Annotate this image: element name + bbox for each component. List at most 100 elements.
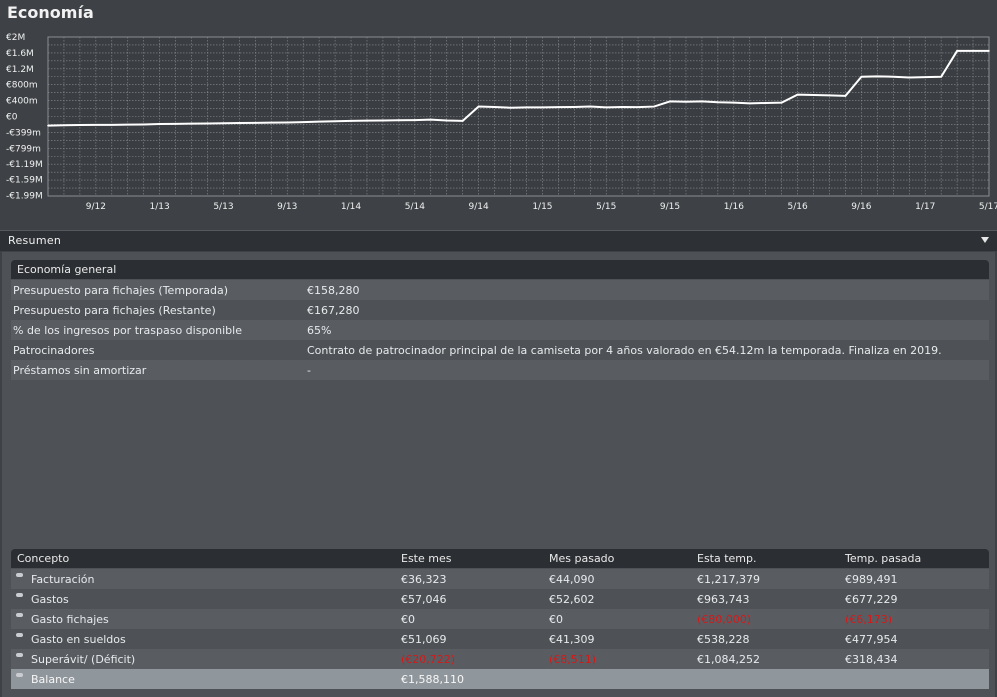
cell-esta-temp: €1,084,252 xyxy=(697,653,760,666)
resumen-label: Resumen xyxy=(8,234,62,247)
data-point xyxy=(525,106,528,109)
cell-mes-pasado: €52,602 xyxy=(549,593,595,606)
cell-esta-temp: (€80,000) xyxy=(697,613,752,626)
data-point xyxy=(95,124,97,126)
data-point xyxy=(621,106,623,108)
y-tick-label: -€799m xyxy=(6,144,41,154)
cell-este-mes: €57,046 xyxy=(401,593,447,606)
cell-este-mes: €0 xyxy=(401,613,415,626)
row-concept: Gasto fichajes xyxy=(31,613,109,626)
cell-esta-temp: €538,228 xyxy=(697,633,750,646)
info-label: Préstamos sin amortizar xyxy=(13,364,147,377)
data-point xyxy=(222,122,225,125)
page-title: Economía xyxy=(7,3,94,22)
table-row-balance[interactable]: Balance €1,588,110 xyxy=(11,669,989,689)
x-tick-label: 5/13 xyxy=(213,202,233,212)
expand-bullet-icon[interactable] xyxy=(16,593,23,597)
x-tick-label: 5/15 xyxy=(596,202,616,212)
y-tick-label: -€399m xyxy=(6,128,41,138)
data-point xyxy=(764,102,767,104)
y-tick-label: €1.2M xyxy=(6,65,34,75)
data-point xyxy=(541,106,544,109)
info-label: Patrocinadores xyxy=(13,344,95,357)
data-point xyxy=(685,100,687,103)
data-point xyxy=(350,120,352,122)
x-tick-label: 5/16 xyxy=(788,202,808,212)
data-point xyxy=(637,106,639,108)
finance-table-header: Concepto Este mes Mes pasado Esta temp. … xyxy=(11,549,989,568)
table-row-gasto-fichajes[interactable]: Gasto fichajes €0 €0 (€80,000) (€6,173) xyxy=(11,609,989,629)
x-tick-label: 9/15 xyxy=(660,202,680,212)
data-point xyxy=(461,120,464,122)
table-row-gastos[interactable]: Gastos €57,046 €52,602 €963,743 €677,229 xyxy=(11,589,989,609)
data-point xyxy=(653,105,655,108)
column-header-mes-pasado[interactable]: Mes pasado xyxy=(549,552,615,565)
economy-line-chart: €2M €1.6M €1.2M €800m €400m €0 -€399m -€799m -€1… xyxy=(6,33,997,212)
y-tick-label: €1.6M xyxy=(6,49,34,59)
x-tick-label: 1/14 xyxy=(341,202,361,212)
info-value: €158,280 xyxy=(307,284,360,297)
cell-este-mes: €36,323 xyxy=(401,573,447,586)
expand-bullet-icon[interactable] xyxy=(16,633,23,637)
column-header-concepto[interactable]: Concepto xyxy=(17,552,70,565)
table-row-gasto-sueldos[interactable]: Gasto en sueldos €51,069 €41,309 €538,22… xyxy=(11,629,989,649)
data-point xyxy=(493,106,496,108)
data-point xyxy=(174,123,177,125)
data-point xyxy=(238,122,241,124)
data-point xyxy=(79,124,81,126)
info-row: Presupuesto para fichajes (Temporada) €1… xyxy=(11,280,989,300)
data-point xyxy=(796,93,799,96)
y-tick-label: €400m xyxy=(6,97,38,107)
y-tick-label: -€1.19M xyxy=(6,160,43,170)
data-point xyxy=(669,100,671,103)
series-line xyxy=(47,49,989,127)
x-tick-label: 9/16 xyxy=(851,202,871,212)
data-point xyxy=(142,123,145,126)
data-point xyxy=(844,95,847,97)
data-point xyxy=(972,50,974,52)
data-point xyxy=(605,106,608,109)
data-point xyxy=(254,122,257,124)
data-point xyxy=(876,75,879,78)
y-tick-label: €2M xyxy=(6,33,25,43)
data-point xyxy=(398,119,400,122)
table-row-facturacion[interactable]: Facturación €36,323 €44,090 €1,217,379 €… xyxy=(11,569,989,589)
info-row: % de los ingresos por traspaso disponibl… xyxy=(11,320,989,340)
chevron-down-icon[interactable] xyxy=(981,237,989,243)
data-point xyxy=(733,101,735,104)
data-point xyxy=(940,75,942,78)
cell-este-mes: (€20,722) xyxy=(401,653,456,666)
x-tick-label: 1/16 xyxy=(724,202,744,212)
cell-temp-pasada: €989,491 xyxy=(845,573,898,586)
expand-bullet-icon[interactable] xyxy=(16,613,23,617)
data-point xyxy=(190,122,193,125)
data-point xyxy=(924,76,927,78)
info-label: Presupuesto para fichajes (Temporada) xyxy=(13,284,229,297)
data-point xyxy=(126,123,129,126)
info-value: Contrato de patrocinador principal de la… xyxy=(307,344,942,357)
economia-general-header: Economía general xyxy=(11,260,989,279)
data-point xyxy=(908,76,911,79)
data-point xyxy=(748,102,751,105)
x-tick-label: 5/17 xyxy=(979,202,997,212)
data-point xyxy=(366,119,368,122)
data-point xyxy=(270,121,273,124)
info-label: % de los ingresos por traspaso disponibl… xyxy=(13,324,242,337)
table-row-superavit[interactable]: Superávit/ (Déficit) (€20,722) (€8,511) … xyxy=(11,649,989,669)
data-point xyxy=(206,122,209,125)
column-header-este-mes[interactable]: Este mes xyxy=(401,552,452,565)
expand-bullet-icon[interactable] xyxy=(16,653,23,657)
info-value: - xyxy=(307,364,311,377)
column-header-temp-pasada[interactable]: Temp. pasada xyxy=(845,552,922,565)
cell-temp-pasada: (€6,173) xyxy=(845,613,893,626)
data-point xyxy=(828,94,831,97)
x-tick-label: 1/15 xyxy=(532,202,552,212)
cell-temp-pasada: €477,954 xyxy=(845,633,898,646)
cell-temp-pasada: €318,434 xyxy=(845,653,898,666)
resumen-header[interactable]: Resumen xyxy=(0,230,997,251)
data-point xyxy=(63,124,65,127)
expand-bullet-icon[interactable] xyxy=(16,573,23,577)
column-header-esta-temp[interactable]: Esta temp. xyxy=(697,552,757,565)
expand-bullet-icon[interactable] xyxy=(16,673,23,677)
x-tick-label: 5/14 xyxy=(405,202,425,212)
